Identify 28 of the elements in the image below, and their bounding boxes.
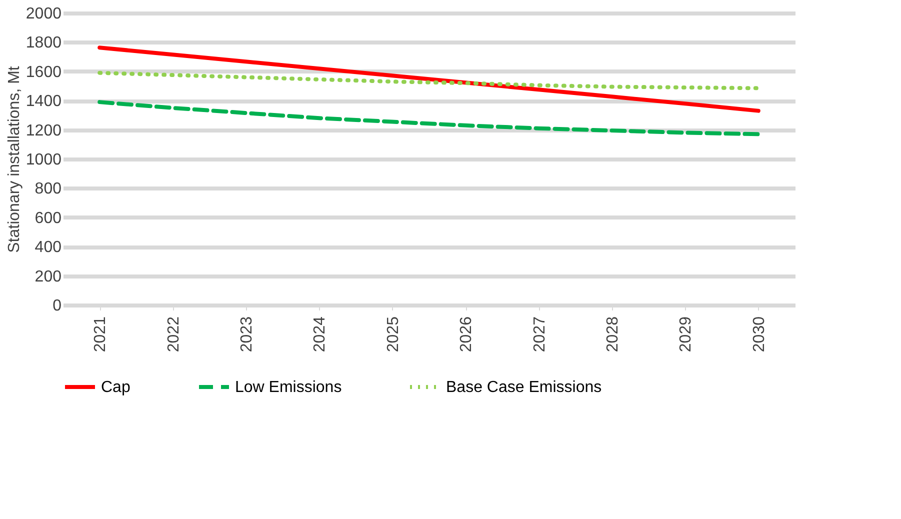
y-tick-label: 1000 xyxy=(26,152,62,168)
y-tick-label: 1400 xyxy=(26,93,62,110)
x-tick-label: 2025 xyxy=(384,316,402,352)
x-tick-label: 2027 xyxy=(531,316,548,352)
x-tick-label: 2029 xyxy=(678,316,695,352)
x-tick-label: 2022 xyxy=(165,316,182,352)
y-tick-label: 1200 xyxy=(26,122,62,140)
line-series xyxy=(98,46,760,113)
x-tick-label: 2030 xyxy=(750,316,768,352)
y-axis-title: Stationary installations, Mt xyxy=(6,66,23,253)
y-tick-label: 600 xyxy=(34,210,62,227)
x-tick-label: 2026 xyxy=(458,316,476,352)
y-tick-label: 1600 xyxy=(26,64,62,81)
y-tick-label: 400 xyxy=(34,239,62,256)
line-series xyxy=(98,100,760,136)
y-tick-label: 0 xyxy=(52,298,62,314)
legend-label: Base Case Emissions xyxy=(446,379,602,396)
x-tick-label: 2028 xyxy=(604,316,622,352)
x-tick-label: 2021 xyxy=(92,316,110,352)
line-series xyxy=(98,70,760,90)
x-tick-label: 2024 xyxy=(312,316,329,352)
legend-label: Cap xyxy=(101,379,130,396)
y-tick-label: 2000 xyxy=(26,6,62,22)
y-tick-label: 1800 xyxy=(26,34,62,52)
x-tick-label: 2023 xyxy=(238,316,256,352)
y-tick-label: 200 xyxy=(34,268,62,286)
legend-label: Low Emissions xyxy=(235,379,342,396)
y-tick-label: 800 xyxy=(34,180,62,198)
